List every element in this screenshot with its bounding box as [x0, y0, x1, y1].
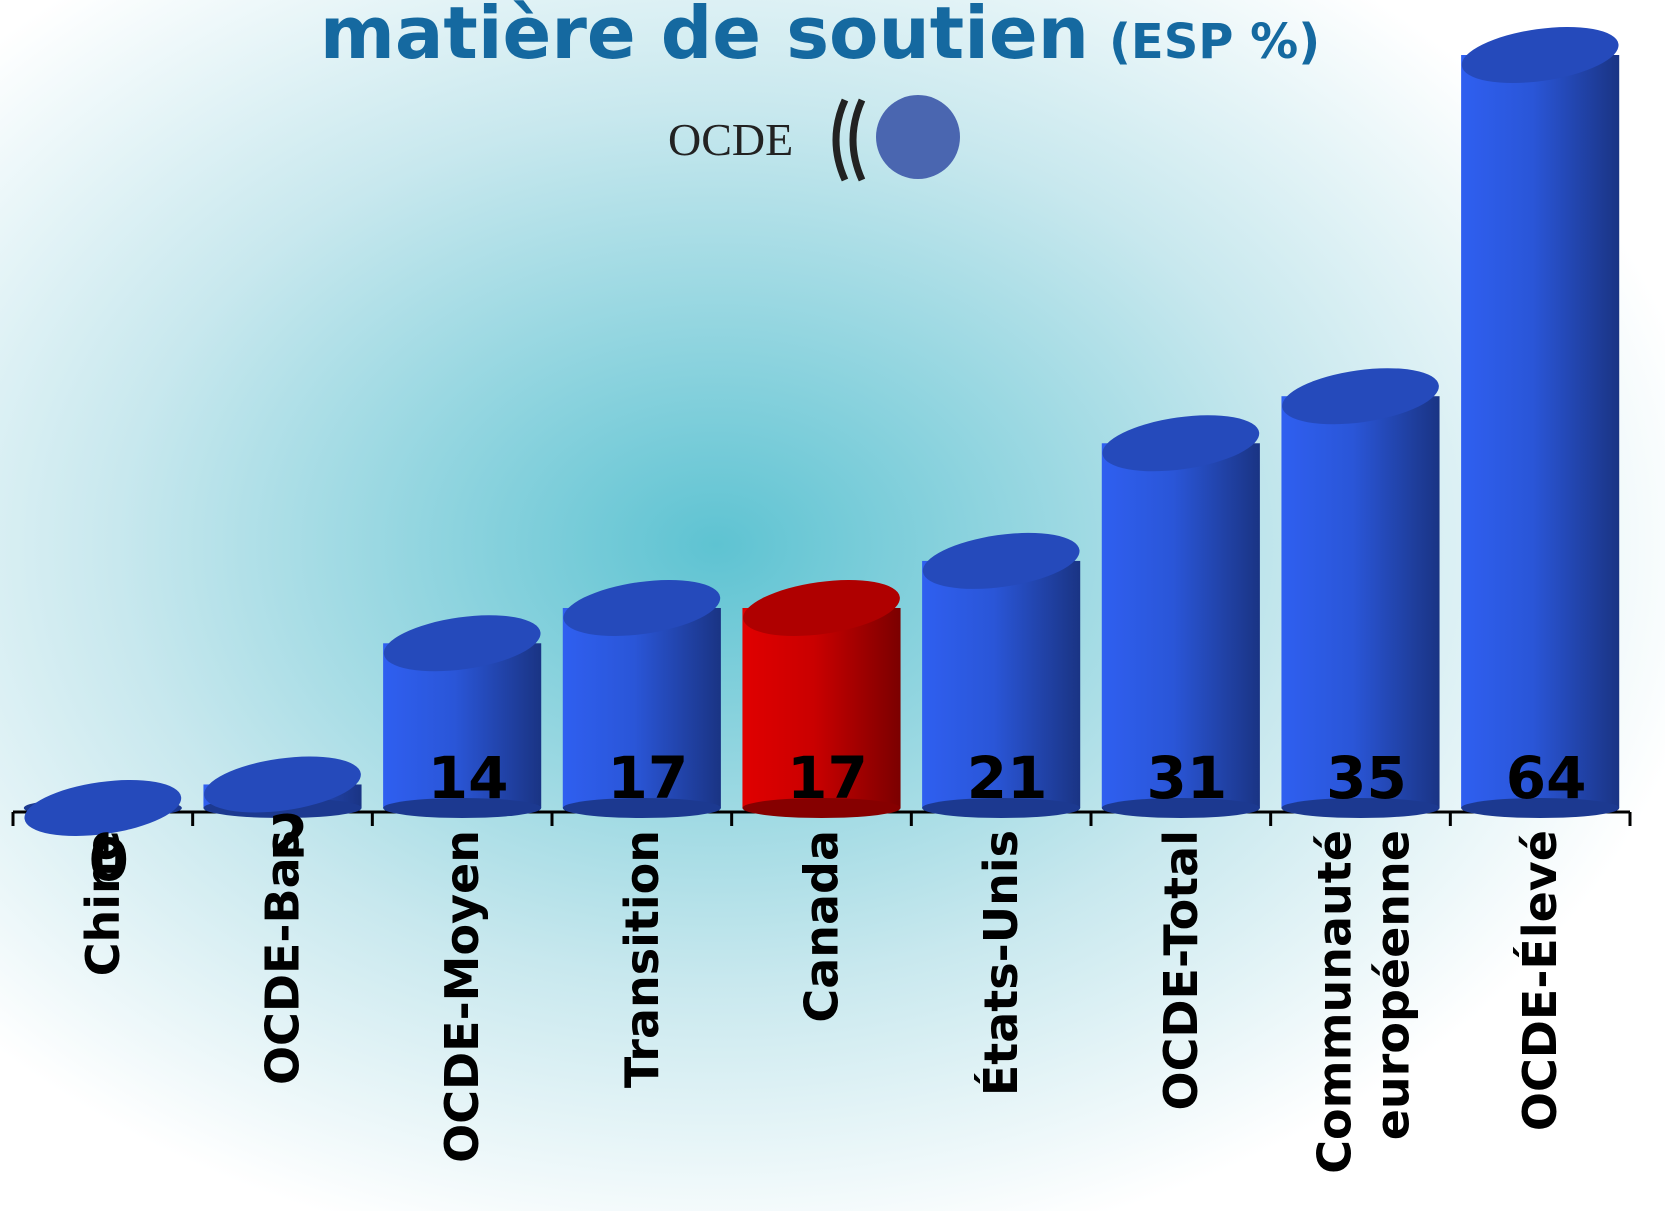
bar-top [1461, 27, 1619, 83]
bar-bottom [562, 798, 721, 818]
value-label: 21 [967, 744, 1048, 812]
bar-top [743, 579, 900, 636]
x-tick-label: États-Unis [974, 830, 1028, 1096]
value-label: 35 [1326, 744, 1407, 812]
bar-top [1102, 415, 1260, 472]
subtitle-text: (ESP %) [1109, 14, 1320, 70]
bar-bottom [1101, 798, 1260, 818]
bar-top [383, 615, 541, 672]
value-label: 2 [268, 802, 308, 870]
bar [922, 560, 1081, 808]
value-label: 17 [607, 744, 688, 812]
label-line: européenne [1366, 830, 1420, 1140]
value-label: 31 [1146, 744, 1227, 812]
value-label: 17 [787, 744, 868, 812]
bar [1461, 55, 1620, 808]
bar-top [922, 532, 1080, 589]
value-label: 64 [1506, 744, 1587, 812]
bar [562, 607, 721, 808]
x-tick-label: OCDE-Total [1154, 830, 1208, 1110]
x-tick-label: OCDE-Élevé [1513, 830, 1567, 1131]
bar-top [563, 579, 721, 636]
title-text: matière de soutien [320, 0, 1089, 75]
bar-top [1282, 368, 1439, 425]
x-tick-label: Chine [76, 830, 130, 976]
bar-top [204, 756, 361, 813]
x-tick-label: Transition [615, 830, 669, 1088]
bar [1101, 443, 1260, 808]
x-tick-label: Communautéeuropéenne [1308, 830, 1420, 1174]
bar-bottom [922, 798, 1081, 818]
x-tick-label: Canada [795, 830, 849, 1023]
bar [742, 607, 901, 808]
value-label: 0 [89, 826, 129, 894]
chart-title: matière de soutien (ESP %) [320, 0, 1320, 75]
label-line: Communauté [1308, 830, 1362, 1174]
bar-top [24, 780, 182, 836]
bar-bottom [1281, 798, 1440, 818]
value-label: 14 [428, 744, 509, 812]
logo: OCDE [668, 95, 960, 182]
x-tick-label: OCDE-Bas [256, 830, 310, 1085]
bar-bottom [742, 798, 901, 818]
logo-text: OCDE [668, 114, 793, 165]
bar-bottom [1461, 798, 1620, 818]
bar [383, 643, 542, 808]
bar-bottom [383, 798, 542, 818]
bar [1281, 396, 1440, 808]
x-tick-label: OCDE-Moyen [435, 830, 489, 1163]
